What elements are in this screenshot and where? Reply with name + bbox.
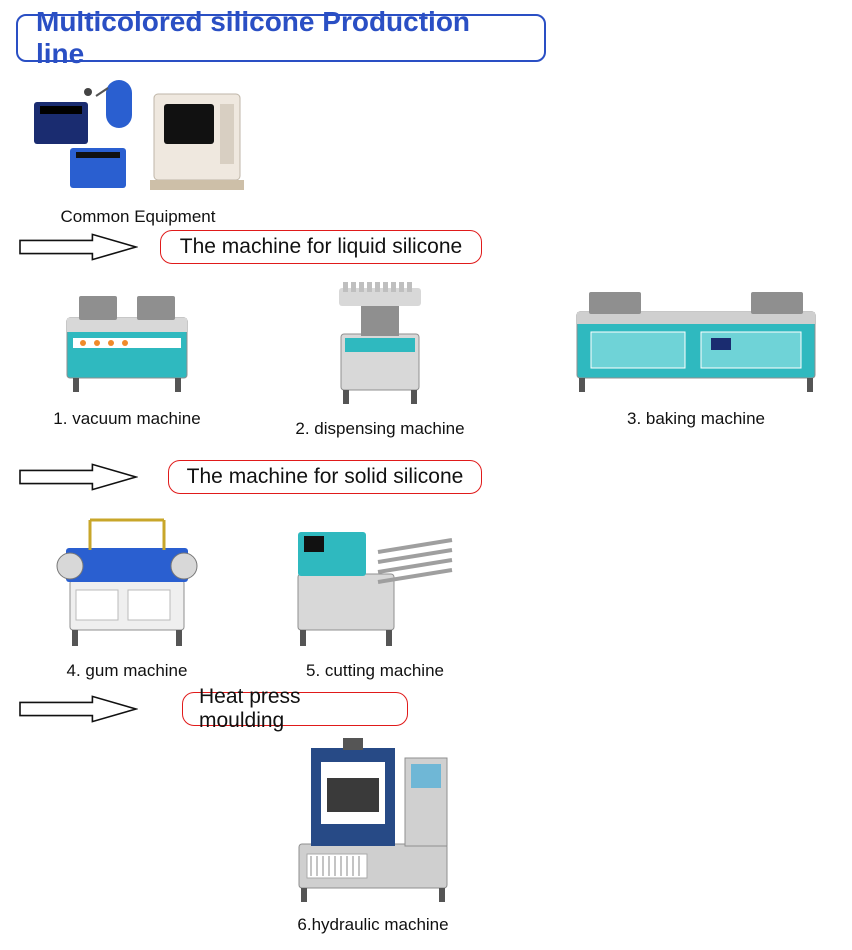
- arrow-icon: [18, 232, 138, 262]
- machine-baking-label: 3. baking machine: [566, 409, 826, 429]
- machine-dispensing-label: 2. dispensing machine: [280, 419, 480, 439]
- machine-cutting-label: 5. cutting machine: [270, 661, 480, 681]
- page-title: Multicolored silicone Production line: [16, 14, 546, 62]
- machine-cutting: 5. cutting machine: [270, 510, 480, 681]
- arrow-icon: [18, 462, 138, 492]
- section-solid: The machine for solid silicone: [168, 460, 482, 494]
- machine-hydraulic: 6.hydraulic machine: [268, 734, 478, 935]
- machine-hydraulic-image: [268, 734, 478, 909]
- section-liquid-label: The machine for liquid silicone: [180, 235, 462, 259]
- machine-gum-label: 4. gum machine: [32, 661, 222, 681]
- common-equipment-label: Common Equipment: [28, 207, 248, 227]
- machine-dispensing-image: [280, 278, 480, 413]
- section-liquid: The machine for liquid silicone: [160, 230, 482, 264]
- common-equipment: Common Equipment: [28, 76, 248, 227]
- common-equipment-image: [28, 76, 248, 201]
- page-title-text: Multicolored silicone Production line: [36, 6, 526, 70]
- arrow-icon: [18, 694, 138, 724]
- section-heat-label: Heat press moulding: [199, 685, 391, 733]
- section-heat: Heat press moulding: [182, 692, 408, 726]
- machine-vacuum-label: 1. vacuum machine: [32, 409, 222, 429]
- machine-baking-image: [566, 278, 826, 403]
- machine-vacuum: 1. vacuum machine: [32, 278, 222, 429]
- section-solid-label: The machine for solid silicone: [187, 465, 464, 489]
- machine-gum-image: [32, 510, 222, 655]
- machine-dispensing: 2. dispensing machine: [280, 278, 480, 439]
- machine-hydraulic-label: 6.hydraulic machine: [268, 915, 478, 935]
- machine-baking: 3. baking machine: [566, 278, 826, 429]
- machine-cutting-image: [270, 510, 480, 655]
- machine-vacuum-image: [32, 278, 222, 403]
- machine-gum: 4. gum machine: [32, 510, 222, 681]
